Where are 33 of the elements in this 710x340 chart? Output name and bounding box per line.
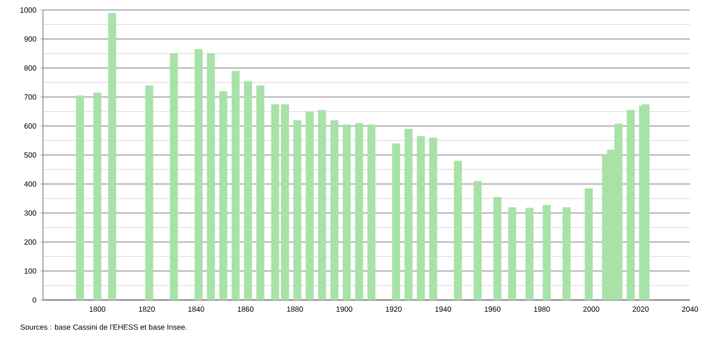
bar [525, 208, 534, 300]
bar [493, 197, 502, 300]
bar [76, 96, 84, 300]
bar [367, 124, 376, 300]
bar [355, 123, 364, 300]
bar [93, 92, 102, 300]
bar [416, 136, 425, 300]
bar [306, 111, 314, 300]
bar [293, 120, 302, 300]
bar [508, 207, 516, 300]
bar [392, 143, 400, 300]
bar [244, 81, 252, 300]
bar [584, 188, 593, 300]
bar [206, 53, 215, 300]
bar [170, 53, 178, 300]
bar [542, 204, 551, 300]
bar [330, 120, 338, 300]
bar [281, 104, 290, 300]
bar [562, 207, 571, 300]
bar [108, 12, 116, 300]
bar [271, 104, 280, 300]
bar [404, 128, 412, 300]
bar [145, 85, 154, 300]
bar [342, 124, 351, 300]
bar [232, 70, 240, 300]
bar [256, 85, 264, 300]
bar [454, 160, 462, 300]
bar [219, 91, 228, 300]
bar [626, 110, 635, 300]
bar [474, 181, 482, 300]
bar [194, 49, 203, 300]
bar [318, 110, 326, 300]
bar [429, 138, 438, 300]
